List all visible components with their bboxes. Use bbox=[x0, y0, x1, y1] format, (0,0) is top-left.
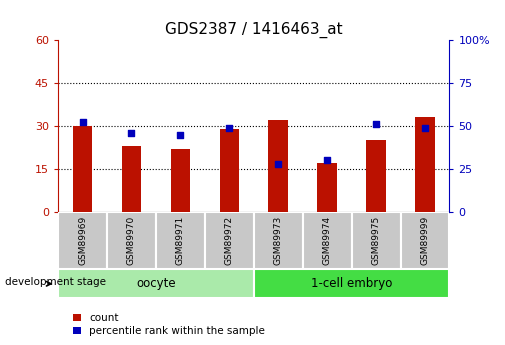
Point bbox=[274, 161, 282, 167]
Legend: count, percentile rank within the sample: count, percentile rank within the sample bbox=[73, 313, 265, 336]
Point bbox=[78, 120, 86, 125]
Text: development stage: development stage bbox=[5, 277, 106, 287]
Bar bbox=[205, 212, 254, 269]
Text: GSM89974: GSM89974 bbox=[323, 216, 332, 265]
Point bbox=[127, 130, 135, 136]
Bar bbox=[351, 212, 400, 269]
Point bbox=[225, 125, 233, 130]
Text: GSM89969: GSM89969 bbox=[78, 216, 87, 265]
Bar bbox=[400, 212, 449, 269]
Bar bbox=[415, 117, 435, 212]
Point bbox=[421, 125, 429, 130]
Text: GSM89972: GSM89972 bbox=[225, 216, 234, 265]
Bar bbox=[254, 212, 302, 269]
Bar bbox=[122, 146, 141, 212]
Bar bbox=[254, 269, 449, 298]
Text: GSM89999: GSM89999 bbox=[421, 216, 429, 265]
Bar bbox=[302, 212, 351, 269]
Bar bbox=[107, 212, 156, 269]
Bar bbox=[73, 126, 92, 212]
Bar bbox=[171, 149, 190, 212]
Text: GSM89973: GSM89973 bbox=[274, 216, 283, 265]
Title: GDS2387 / 1416463_at: GDS2387 / 1416463_at bbox=[165, 22, 342, 38]
Bar bbox=[220, 129, 239, 212]
Bar bbox=[58, 212, 107, 269]
Text: GSM89975: GSM89975 bbox=[372, 216, 381, 265]
Bar bbox=[317, 163, 337, 212]
Bar bbox=[156, 212, 205, 269]
Bar bbox=[269, 120, 288, 212]
Point bbox=[372, 121, 380, 127]
Point bbox=[323, 158, 331, 163]
Text: GSM89970: GSM89970 bbox=[127, 216, 136, 265]
Text: oocyte: oocyte bbox=[136, 277, 176, 290]
Text: 1-cell embryo: 1-cell embryo bbox=[311, 277, 392, 290]
Bar bbox=[366, 140, 386, 212]
Point bbox=[176, 132, 184, 137]
Bar bbox=[58, 269, 254, 298]
Text: GSM89971: GSM89971 bbox=[176, 216, 185, 265]
